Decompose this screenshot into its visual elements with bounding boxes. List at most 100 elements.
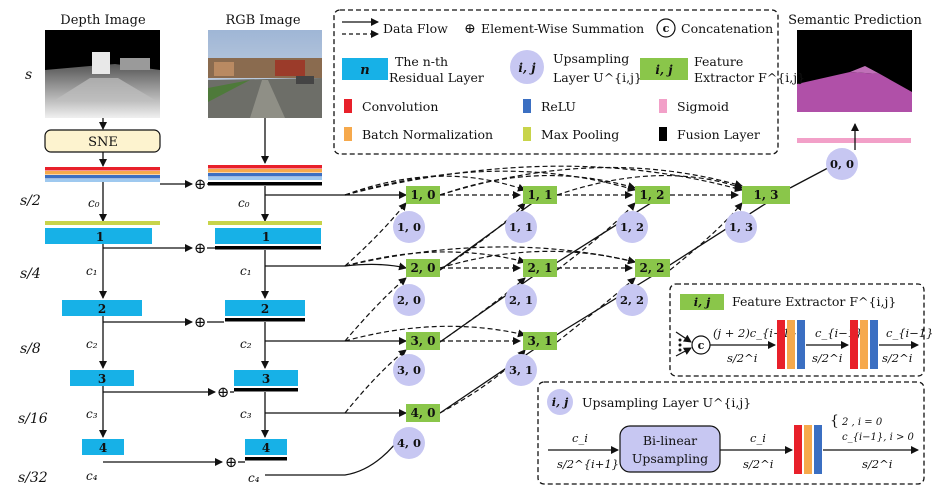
up-mid-top: c_i bbox=[750, 431, 766, 445]
feature-node-1-3-label: 1, 3 bbox=[753, 188, 778, 202]
fe-out-bottom: s/2^i bbox=[882, 351, 913, 365]
scale-label-s8: s/8 bbox=[20, 341, 41, 357]
upsampling-node-1-1-label: 1, 1 bbox=[509, 220, 533, 234]
scale-label-s: s bbox=[25, 67, 32, 83]
rgb-fusion-2 bbox=[225, 318, 305, 322]
feature-node-1-0-label: 1, 0 bbox=[410, 188, 435, 202]
rgb-residual-3-label: 3 bbox=[262, 372, 270, 386]
rgb-fusion-1 bbox=[215, 246, 321, 250]
legend-residual-title: The n-th bbox=[395, 54, 448, 69]
rgb-residual-3 bbox=[234, 370, 298, 386]
legend-upsampling-sub: Layer U^{i,j} bbox=[553, 70, 642, 85]
legend-residual-sub: Residual Layer bbox=[389, 70, 484, 85]
up-in-bottom: s/2^{i+1} bbox=[557, 457, 619, 471]
legend-relu-swatch bbox=[523, 99, 531, 113]
scale-label-s4: s/4 bbox=[20, 266, 41, 282]
legend-fusion-swatch bbox=[659, 127, 667, 141]
upsampling-node-3-1-label: 3, 1 bbox=[509, 363, 533, 377]
feature-node-2-2 bbox=[635, 259, 670, 277]
fe-out-top: c_{i−1} bbox=[886, 326, 933, 340]
legend-maxpool-swatch bbox=[523, 127, 531, 141]
rgb-fusion-4 bbox=[245, 457, 287, 461]
upsampling-node-3-1 bbox=[505, 354, 537, 386]
upsampling-node-0-0-label: 0, 0 bbox=[830, 157, 854, 171]
feature-node-3-0 bbox=[406, 332, 440, 350]
depth-residual-1-label: 1 bbox=[96, 230, 104, 244]
upsampling-node-1-0 bbox=[393, 211, 425, 243]
sum-symbol-3: ⊕ bbox=[217, 383, 230, 401]
feature-node-2-0-label: 2, 0 bbox=[410, 261, 435, 275]
legend-concat-icon bbox=[656, 18, 676, 38]
depth-c3: c₃ bbox=[86, 407, 98, 421]
up-mid-bottom: s/2^i bbox=[743, 457, 774, 471]
upsampling-node-1-2-label: 1, 2 bbox=[620, 220, 644, 234]
depth-image-title: Depth Image bbox=[60, 13, 146, 28]
rgb-residual-4 bbox=[245, 439, 287, 455]
fe-in-top: (j + 2)c_{i−1} bbox=[713, 326, 797, 340]
feature-node-1-0 bbox=[406, 186, 440, 204]
upsampling-node-4-0 bbox=[393, 427, 425, 459]
feature-node-3-0-label: 3, 0 bbox=[410, 334, 435, 348]
upsampling-node-1-2 bbox=[616, 211, 648, 243]
svg-text:c: c bbox=[698, 339, 705, 352]
rgb-residual-2-label: 2 bbox=[261, 302, 269, 316]
depth-residual-3 bbox=[70, 370, 134, 386]
upsampling-node-3-0-label: 3, 0 bbox=[397, 363, 421, 377]
feature-node-1-1-label: 1, 1 bbox=[527, 188, 552, 202]
legend-sum-icon: ⊕ bbox=[464, 21, 476, 37]
up-case-1: 2 , i = 0 bbox=[841, 417, 883, 428]
rgb-c0: c₀ bbox=[238, 196, 250, 210]
rgb-fusion-3 bbox=[234, 388, 298, 392]
upsampling-node-2-0-label: 2, 0 bbox=[397, 293, 421, 307]
rgb-image-title: RGB Image bbox=[225, 13, 300, 28]
legend-bn-swatch bbox=[344, 127, 352, 141]
svg-text:c: c bbox=[663, 22, 670, 35]
legend-conv: Convolution bbox=[362, 99, 438, 114]
legend-element-sum: Element-Wise Summation bbox=[481, 21, 644, 36]
depth-c1: c₁ bbox=[86, 264, 98, 278]
feature-node-3-1-label: 3, 1 bbox=[527, 334, 552, 348]
depth-image bbox=[45, 30, 160, 118]
scale-label-s16: s/16 bbox=[18, 411, 48, 427]
depth-residual-3-label: 3 bbox=[98, 372, 106, 386]
up-case-2: c_{i−1}, i > 0 bbox=[842, 432, 915, 443]
rgb-c3: c₃ bbox=[240, 407, 252, 421]
feature-node-2-0 bbox=[406, 259, 440, 277]
feature-node-4-0-label: 4, 0 bbox=[410, 406, 435, 420]
depth-c4: c₄ bbox=[86, 469, 98, 483]
depth-residual-4-label: 4 bbox=[99, 441, 107, 455]
depth-maxpool bbox=[45, 221, 160, 225]
up-detail-title: Upsampling Layer U^{i,j} bbox=[582, 395, 751, 410]
sum-symbol-0: ⊕ bbox=[194, 175, 207, 193]
depth-residual-2 bbox=[62, 300, 142, 316]
svg-text:i, j: i, j bbox=[694, 295, 711, 309]
depth-stem-layers bbox=[45, 167, 160, 182]
legend-maxpool: Max Pooling bbox=[541, 127, 619, 142]
sne-label: SNE bbox=[88, 135, 118, 150]
feature-node-2-1 bbox=[523, 259, 557, 277]
legend-upsampling-title: Upsampling bbox=[553, 51, 629, 66]
depth-residual-1 bbox=[45, 228, 152, 244]
legend-feature-title: Feature bbox=[694, 54, 743, 69]
legend-upsampling-swatch bbox=[510, 50, 544, 84]
rgb-c4: c₄ bbox=[248, 471, 260, 485]
svg-text:n: n bbox=[360, 63, 369, 78]
up-in-top: c_i bbox=[572, 431, 588, 445]
fe-in-bottom: s/2^i bbox=[727, 351, 758, 365]
sum-symbol-1: ⊕ bbox=[194, 239, 207, 257]
svg-text:i, j: i, j bbox=[655, 63, 673, 77]
depth-c2: c₂ bbox=[86, 337, 98, 351]
upsampling-node-2-2 bbox=[616, 284, 648, 316]
upsampling-node-4-0-label: 4, 0 bbox=[397, 436, 421, 450]
legend-sigmoid-swatch bbox=[659, 99, 667, 113]
rgb-c2: c₂ bbox=[240, 337, 252, 351]
feature-node-2-2-label: 2, 2 bbox=[639, 261, 664, 275]
upsampling-node-2-1 bbox=[505, 284, 537, 316]
legend-concatenation: Concatenation bbox=[681, 21, 773, 36]
upsampling-node-1-1 bbox=[505, 211, 537, 243]
legend-feature-sub: Extractor F^{i,j} bbox=[694, 70, 805, 85]
feature-node-1-3 bbox=[742, 186, 790, 204]
upsampling-node-2-0 bbox=[393, 284, 425, 316]
feature-node-3-1 bbox=[523, 332, 557, 350]
